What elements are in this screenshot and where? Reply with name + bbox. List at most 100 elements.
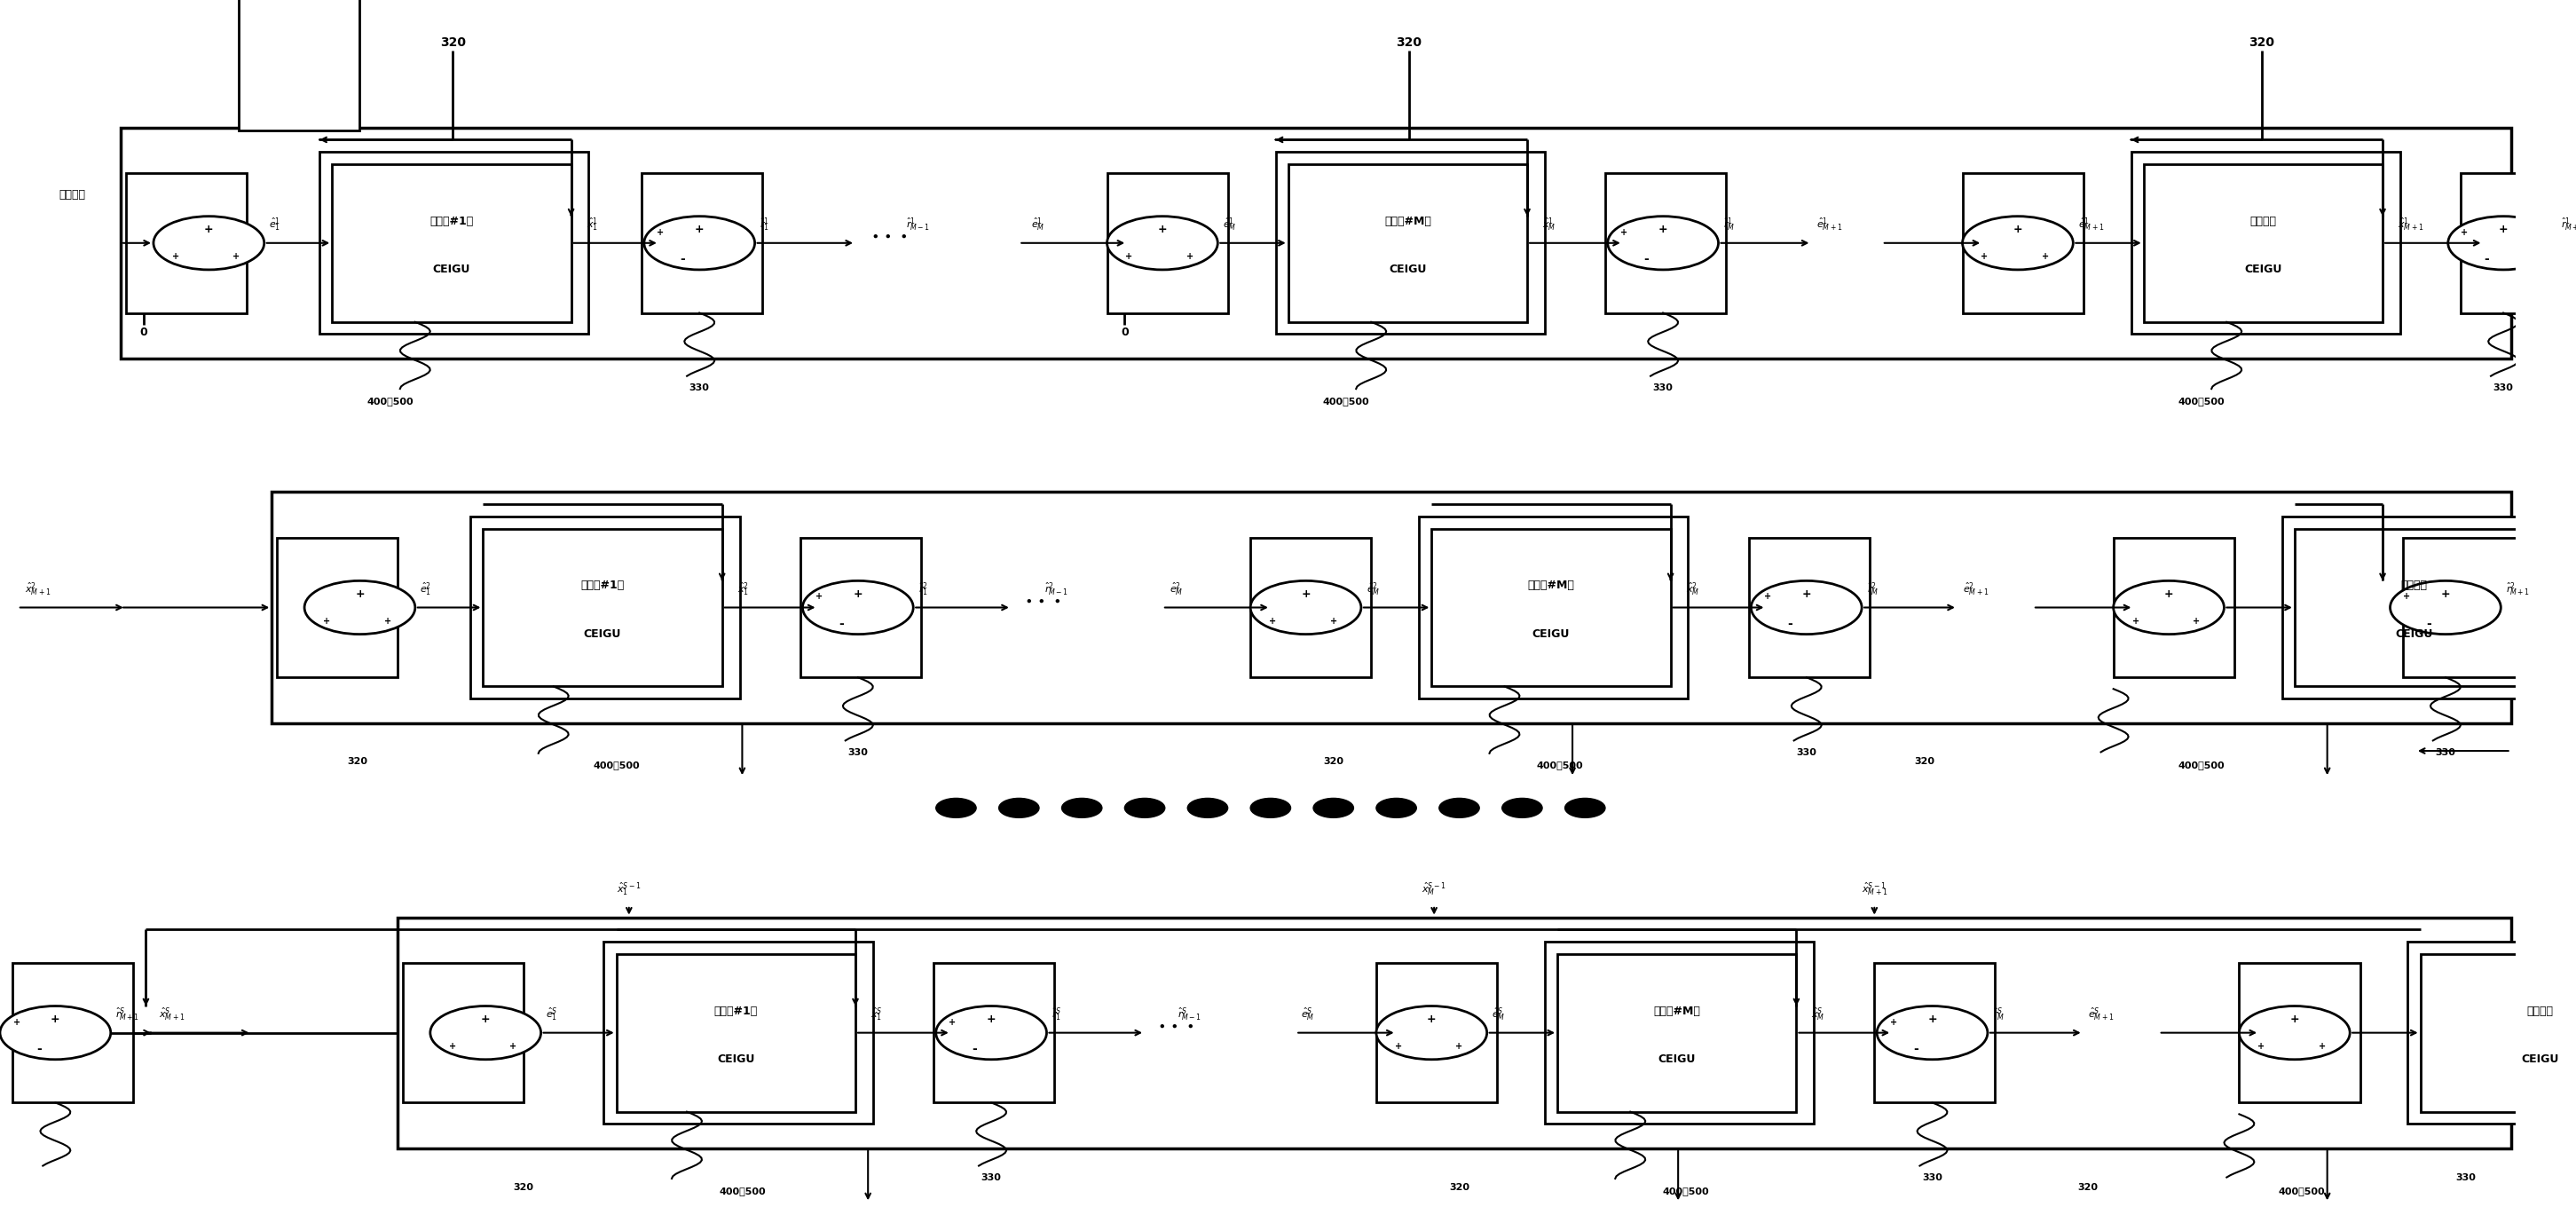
Text: $\hat{r}_1^2$: $\hat{r}_1^2$ (917, 581, 927, 598)
Text: $\hat{e}_M^1$: $\hat{e}_M^1$ (1030, 216, 1046, 233)
Text: +: + (1157, 224, 1167, 236)
Text: 330: 330 (2434, 748, 2455, 757)
Bar (484, 529, 721, 686)
Text: 320: 320 (1914, 757, 1935, 767)
Text: 400或500: 400或500 (1662, 1186, 1708, 1196)
Text: +: + (1188, 252, 1193, 261)
Text: 400或500: 400或500 (2280, 1186, 2326, 1196)
Text: +: + (948, 1018, 956, 1027)
Circle shape (1188, 798, 1229, 818)
Text: +: + (2499, 224, 2509, 236)
Circle shape (804, 581, 914, 634)
Bar (13, 962, 134, 1103)
Text: CEIGU: CEIGU (716, 1053, 755, 1066)
Text: +: + (1891, 1018, 1896, 1027)
Text: $\hat{r}_M^2$: $\hat{r}_M^2$ (1868, 581, 1878, 598)
Text: 320: 320 (2249, 36, 2275, 49)
Text: 本小区的: 本小区的 (2527, 1005, 2553, 1017)
Bar (801, 537, 920, 678)
Text: 400或500: 400或500 (366, 396, 412, 406)
Text: CEIGU: CEIGU (1659, 1053, 1695, 1066)
Circle shape (2112, 581, 2223, 634)
Text: 本小区的: 本小区的 (2401, 580, 2427, 592)
Bar (397, 917, 2512, 1148)
Text: 320: 320 (2079, 1182, 2099, 1192)
Text: +: + (173, 252, 180, 261)
Bar (616, 954, 855, 1112)
Text: +: + (13, 1018, 21, 1027)
Text: $\bullet\,\bullet\,\bullet$: $\bullet\,\bullet\,\bullet$ (871, 228, 907, 242)
Text: 400或500: 400或500 (2179, 396, 2226, 406)
Text: $\hat{e}_{M+1}^2$: $\hat{e}_{M+1}^2$ (1963, 581, 1989, 598)
Text: +: + (2133, 616, 2138, 626)
Text: 330: 330 (981, 1174, 1002, 1182)
Bar (1875, 962, 1996, 1103)
Bar (276, 537, 397, 678)
Text: 320: 320 (1450, 1182, 1468, 1192)
Text: -: - (1788, 617, 1793, 629)
Text: $\bullet\,\bullet\,\bullet$: $\bullet\,\bullet\,\bullet$ (1157, 1018, 1195, 1032)
Text: $\hat{r}_{M+1}^1$: $\hat{r}_{M+1}^1$ (2561, 216, 2576, 233)
Circle shape (1440, 798, 1479, 818)
Text: 330: 330 (1922, 1174, 1942, 1182)
Text: +: + (2290, 1013, 2300, 1025)
Text: 400或500: 400或500 (1535, 761, 1584, 770)
Text: -: - (1643, 253, 1649, 265)
Text: 330: 330 (690, 384, 708, 392)
Text: 400或500: 400或500 (1321, 396, 1370, 406)
Bar (2460, 173, 2576, 312)
Text: $\hat{e}_1^2$: $\hat{e}_1^2$ (420, 581, 433, 598)
Text: $\hat{e}_M^2$: $\hat{e}_M^2$ (1170, 581, 1182, 598)
Text: +: + (2460, 228, 2468, 237)
Text: 邻小区#1的: 邻小区#1的 (430, 215, 474, 227)
Text: $\hat{x}_1^S$: $\hat{x}_1^S$ (871, 1006, 884, 1023)
Text: +: + (448, 1041, 456, 1051)
Text: 邻小区#M的: 邻小区#M的 (1383, 215, 1432, 227)
Bar (121, 128, 2512, 358)
Circle shape (1752, 581, 1862, 634)
Circle shape (1878, 1006, 1989, 1059)
Circle shape (304, 581, 415, 634)
Circle shape (430, 1006, 541, 1059)
Text: +: + (2192, 616, 2200, 626)
Circle shape (155, 216, 265, 270)
Text: -: - (971, 1042, 976, 1055)
Circle shape (1376, 1006, 1486, 1059)
Circle shape (1126, 798, 1164, 818)
Text: 400或500: 400或500 (2179, 761, 2226, 770)
Text: 320: 320 (513, 1182, 533, 1192)
Text: -: - (680, 253, 685, 265)
Text: 320: 320 (440, 36, 466, 49)
Text: $\hat{x}_1^1$: $\hat{x}_1^1$ (587, 216, 598, 233)
Text: +: + (1329, 616, 1337, 626)
Text: $\hat{x}_M^S$: $\hat{x}_M^S$ (1811, 1006, 1826, 1023)
Text: +: + (1455, 1041, 1463, 1051)
Text: +: + (482, 1013, 489, 1025)
Text: 320: 320 (1324, 757, 1345, 767)
Text: +: + (1981, 252, 1989, 261)
Text: 320: 320 (348, 757, 368, 767)
Text: $\hat{r}_{M-1}^2$: $\hat{r}_{M-1}^2$ (1043, 581, 1069, 598)
Bar (1546, 942, 1814, 1124)
Text: 0: 0 (1121, 327, 1128, 338)
Text: $\hat{e}_{M+1}^S$: $\hat{e}_{M+1}^S$ (2089, 1006, 2115, 1023)
Bar (2295, 529, 2535, 686)
Text: +: + (2164, 588, 2174, 600)
Circle shape (1607, 216, 1718, 270)
Circle shape (1963, 216, 2074, 270)
Text: -: - (2427, 617, 2432, 629)
Text: 0: 0 (139, 327, 147, 338)
Text: $\hat{r}_M^1$: $\hat{r}_M^1$ (1723, 216, 1736, 233)
Circle shape (0, 1006, 111, 1059)
Text: +: + (510, 1041, 518, 1051)
Text: 320: 320 (1396, 36, 1422, 49)
Text: +: + (1126, 252, 1133, 261)
Text: +: + (2257, 1041, 2264, 1051)
Text: $\hat{r}_{M+1}^S$: $\hat{r}_{M+1}^S$ (116, 1006, 139, 1023)
Text: 邻小区#M的: 邻小区#M的 (1654, 1005, 1700, 1017)
Text: +: + (1927, 1013, 1937, 1025)
Circle shape (2391, 581, 2501, 634)
Text: 330: 330 (848, 748, 868, 757)
Text: +: + (2012, 224, 2022, 236)
Text: $\hat{r}_{M+1}^2$: $\hat{r}_{M+1}^2$ (2506, 581, 2530, 598)
